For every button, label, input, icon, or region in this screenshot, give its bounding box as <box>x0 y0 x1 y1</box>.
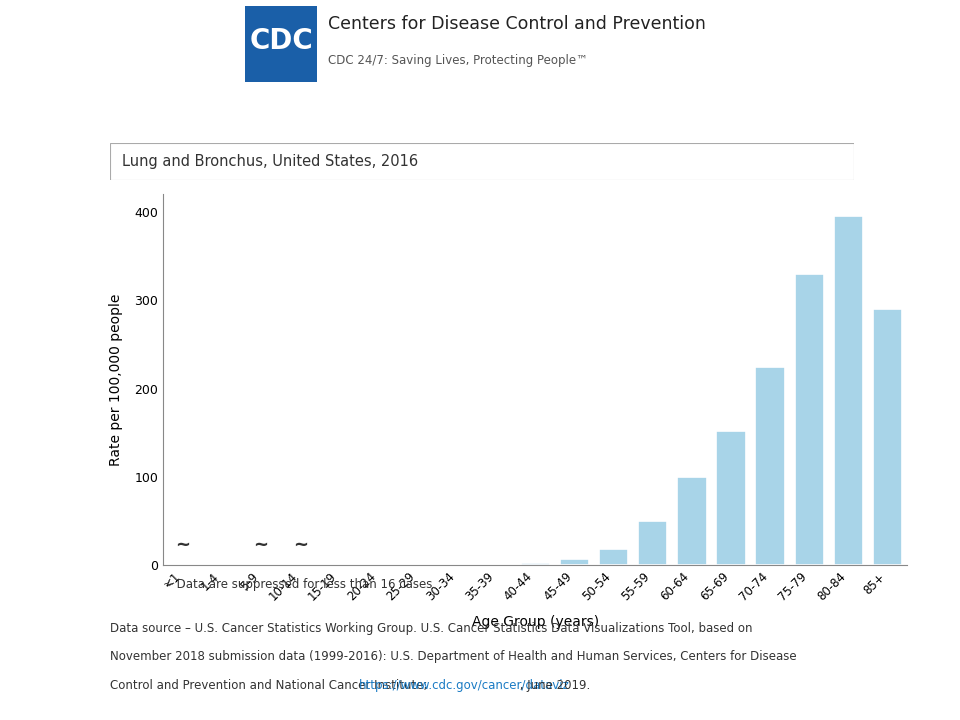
Text: Lung and Bronchus, United States, 2016: Lung and Bronchus, United States, 2016 <box>122 154 418 168</box>
FancyBboxPatch shape <box>245 6 317 82</box>
Text: Data source – U.S. Cancer Statistics Working Group. U.S. Cancer Statistics Data : Data source – U.S. Cancer Statistics Wor… <box>110 622 753 635</box>
Bar <box>560 559 589 565</box>
Text: ~: ~ <box>293 536 308 554</box>
Y-axis label: Rate per 100,000 people: Rate per 100,000 people <box>109 294 123 466</box>
Text: Rate of New Cancers by Age Group (years), All Races, Both Sexes: Rate of New Cancers by Age Group (years)… <box>122 109 684 123</box>
Bar <box>638 521 667 565</box>
Bar <box>599 549 628 565</box>
Bar <box>520 564 550 565</box>
Text: CDC 24/7: Saving Lives, Protecting People™: CDC 24/7: Saving Lives, Protecting Peopl… <box>328 54 588 67</box>
Text: November 2018 submission data (1999-2016): U.S. Department of Health and Human S: November 2018 submission data (1999-2016… <box>110 650 797 663</box>
Text: https://www.cdc.gov/cancer/dataviz: https://www.cdc.gov/cancer/dataviz <box>359 678 570 691</box>
FancyBboxPatch shape <box>110 143 854 180</box>
Text: Centers for Disease Control and Prevention: Centers for Disease Control and Preventi… <box>328 15 707 33</box>
Bar <box>873 309 902 565</box>
X-axis label: Age Group (years): Age Group (years) <box>471 615 599 629</box>
Text: ~: ~ <box>253 536 269 554</box>
Bar <box>756 366 785 565</box>
Text: ~: ~ <box>176 536 190 554</box>
Text: , June 2019.: , June 2019. <box>516 678 589 691</box>
Text: Control and Prevention and National Cancer Institute;: Control and Prevention and National Canc… <box>110 678 432 691</box>
Text: ~ Data are suppressed for less than 16 cases: ~ Data are suppressed for less than 16 c… <box>163 578 433 591</box>
Bar <box>795 274 824 565</box>
Bar <box>716 431 746 565</box>
Bar <box>677 477 707 565</box>
Bar <box>834 217 863 565</box>
Text: CDC: CDC <box>250 27 313 55</box>
